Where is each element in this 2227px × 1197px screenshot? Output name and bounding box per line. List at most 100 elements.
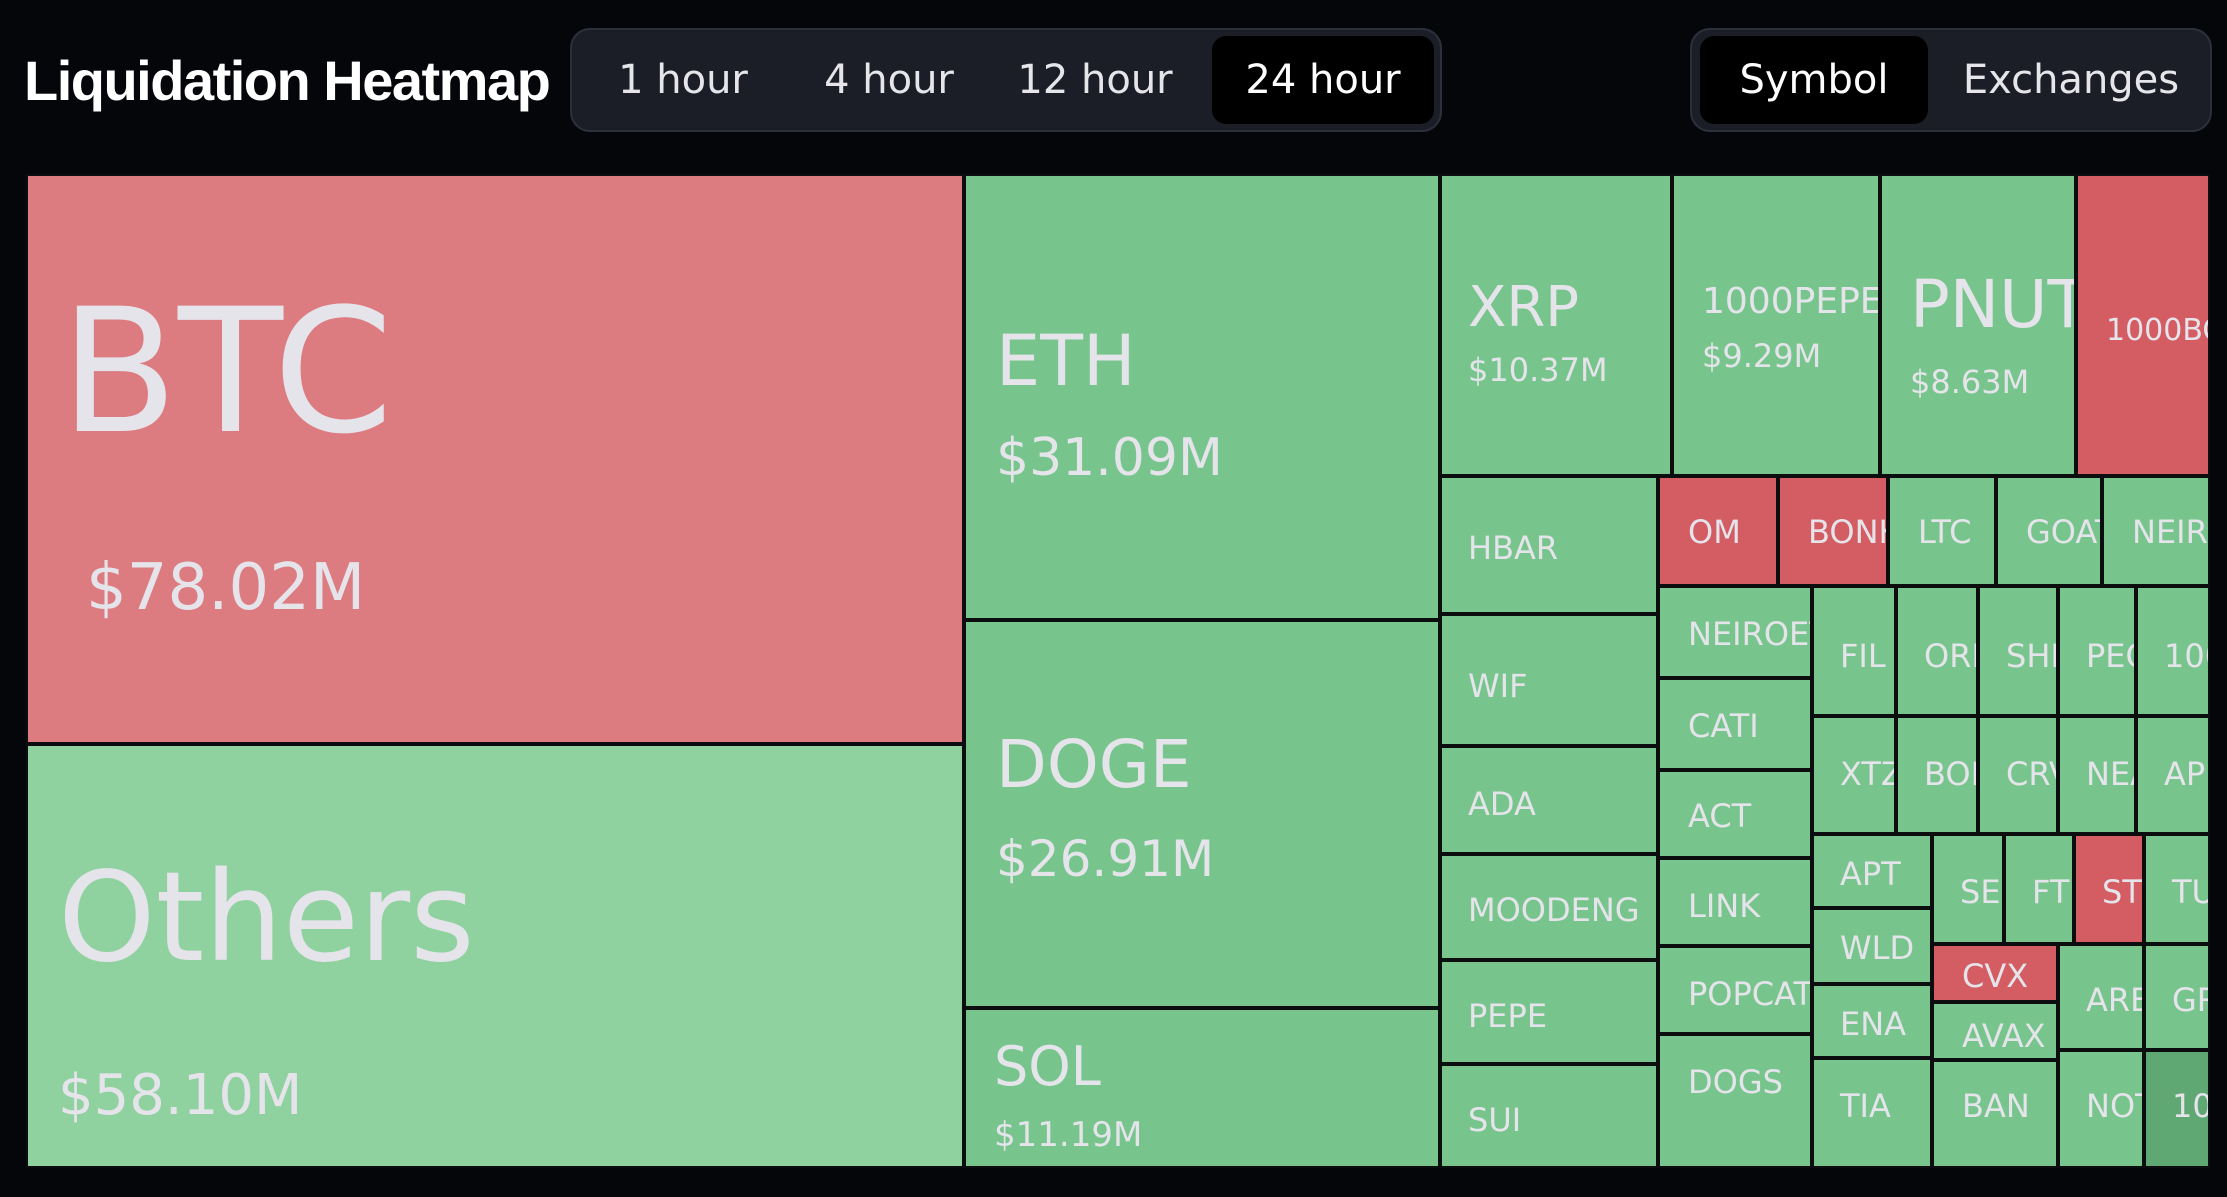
- tile-symbol: BOME: [1924, 755, 1976, 793]
- tile-symbol: APE: [2164, 755, 2208, 793]
- treemap-tile-ftm[interactable]: FTM: [2004, 834, 2074, 944]
- treemap-tile-pnut[interactable]: PNUT $8.63M: [1880, 174, 2076, 476]
- tile-symbol: SOL: [994, 1035, 1101, 1098]
- treemap-tile-not[interactable]: NOT: [2058, 1050, 2144, 1168]
- tile-symbol: CVX: [1962, 957, 2029, 995]
- page-title: Liquidation Heatmap: [24, 49, 551, 112]
- tile-symbol: NOT: [2086, 1087, 2142, 1125]
- treemap-tile-btc[interactable]: BTC $78.02M: [26, 174, 964, 744]
- tab-1-hour[interactable]: 1 hour: [618, 57, 748, 103]
- treemap-tile-cvx[interactable]: CVX: [1932, 944, 2058, 1002]
- treemap-tile-ena[interactable]: ENA: [1812, 984, 1932, 1058]
- treemap-tile-avax[interactable]: AVAX: [1932, 1002, 2058, 1060]
- tile-value: $58.10M: [58, 1063, 303, 1128]
- tile-symbol: DOGE: [996, 726, 1192, 803]
- tile-symbol: NEIRO: [2132, 513, 2208, 551]
- tile-symbol: APT: [1840, 855, 1901, 893]
- tile-symbol: OM: [1688, 513, 1741, 551]
- tile-symbol: BTC: [60, 271, 394, 472]
- tab-symbol[interactable]: Symbol: [1700, 36, 1928, 124]
- treemap-tile-apt[interactable]: APT: [1812, 834, 1932, 908]
- treemap-tile-crv[interactable]: CRV: [1978, 716, 2058, 834]
- treemap-tile-bonk[interactable]: BONK: [1778, 476, 1888, 586]
- treemap-tile-pepe[interactable]: PEPE: [1440, 960, 1658, 1064]
- treemap-tile-dogs[interactable]: DOGS: [1658, 1034, 1812, 1168]
- tile-value: $10.37M: [1468, 351, 1608, 389]
- treemap-tile-ada[interactable]: ADA: [1440, 746, 1658, 854]
- tab-12-hour[interactable]: 12 hour: [1017, 57, 1173, 103]
- tile-symbol: XTZ: [1840, 755, 1894, 793]
- treemap-tile-popcat[interactable]: POPCAT: [1658, 946, 1812, 1034]
- treemap-tile-cati[interactable]: CATI: [1658, 678, 1812, 770]
- tile-symbol: XRP: [1468, 275, 1580, 340]
- treemap-tile-sol[interactable]: SOL $11.19M: [964, 1008, 1440, 1168]
- treemap-tile-grass[interactable]: GRASS: [2144, 944, 2210, 1050]
- tile-symbol: 1000PEPE: [1702, 281, 1880, 322]
- tab-24-hour[interactable]: 24 hour: [1212, 36, 1434, 124]
- treemap-tile-eth[interactable]: ETH $31.09M: [964, 174, 1440, 620]
- treemap-tile-neiroeth[interactable]: NEIROETH: [1658, 586, 1812, 678]
- tile-symbol: ENA: [1840, 1005, 1907, 1043]
- treemap-tile-xrp[interactable]: XRP $10.37M: [1440, 174, 1672, 476]
- treemap-tile-1000[interactable]: 1000: [2136, 586, 2210, 716]
- tile-value: $11.19M: [994, 1115, 1143, 1155]
- tile-symbol: GRASS: [2172, 981, 2208, 1019]
- treemap-tile-people[interactable]: PEOPLE: [2058, 586, 2136, 716]
- tab-exchanges[interactable]: Exchanges: [1962, 57, 2180, 103]
- treemap-tile-near[interactable]: NEAR: [2058, 716, 2136, 834]
- tile-symbol: LTC: [1918, 513, 1972, 551]
- treemap-tile-sei[interactable]: SEI: [1932, 834, 2004, 944]
- tile-symbol: PEOPLE: [2086, 637, 2134, 675]
- tile-symbol: 1000: [2172, 1087, 2210, 1125]
- treemap-tile-ban[interactable]: BAN: [1932, 1060, 2058, 1168]
- tile-symbol: DOGS: [1688, 1063, 1783, 1101]
- treemap-tile-act[interactable]: ACT: [1658, 770, 1812, 858]
- treemap-tile-ltc[interactable]: LTC: [1888, 476, 1996, 586]
- tile-symbol: CATI: [1688, 707, 1759, 745]
- treemap-tile-goat[interactable]: GOAT: [1996, 476, 2102, 586]
- treemap-tile-sui[interactable]: SUI: [1440, 1064, 1658, 1168]
- tile-symbol: BAN: [1962, 1087, 2030, 1125]
- tile-value: $31.09M: [996, 428, 1223, 488]
- treemap-tile-om[interactable]: OM: [1658, 476, 1778, 586]
- tile-symbol: ARB: [2086, 981, 2142, 1019]
- treemap-tile-wld[interactable]: WLD: [1812, 908, 1932, 984]
- treemap-tile-moodeng[interactable]: MOODENG: [1440, 854, 1658, 960]
- treemap-tile-doge[interactable]: DOGE $26.91M: [964, 620, 1440, 1008]
- tile-symbol: SEI: [1960, 873, 2002, 911]
- tile-symbol: POPCAT: [1688, 975, 1812, 1013]
- treemap-tile-ape[interactable]: APE: [2136, 716, 2210, 834]
- tile-symbol: 1000: [2164, 637, 2208, 675]
- treemap-tile-shib[interactable]: SHIB: [1978, 586, 2058, 716]
- treemap-tile-ordi[interactable]: ORDI: [1896, 586, 1978, 716]
- tile-symbol: FIL: [1840, 637, 1886, 675]
- treemap-tile-wif[interactable]: WIF: [1440, 614, 1658, 746]
- treemap-tile-bome[interactable]: BOME: [1896, 716, 1978, 834]
- tile-symbol: ORDI: [1924, 637, 1976, 675]
- treemap-tile-neiro[interactable]: NEIRO: [2102, 476, 2210, 586]
- tile-symbol: 1000BONK: [2106, 313, 2208, 348]
- view-mode-selector: Symbol Exchanges: [1690, 28, 2212, 132]
- treemap-tile-xtz[interactable]: XTZ: [1812, 716, 1896, 834]
- tile-value: $78.02M: [86, 551, 366, 625]
- tile-symbol: GOAT: [2026, 513, 2100, 551]
- tile-symbol: WIF: [1468, 667, 1528, 705]
- treemap-tile-arb[interactable]: ARB: [2058, 944, 2144, 1050]
- treemap-tile-turbo[interactable]: TURBO: [2144, 834, 2210, 944]
- treemap-tile-tia[interactable]: TIA: [1812, 1058, 1932, 1168]
- tab-4-hour[interactable]: 4 hour: [824, 57, 954, 103]
- treemap-tile-hbar[interactable]: HBAR: [1440, 476, 1658, 614]
- tile-symbol: TURBO: [2172, 873, 2208, 911]
- treemap-tile-1000pepe[interactable]: 1000PEPE $9.29M: [1672, 174, 1880, 476]
- tile-value: $26.91M: [996, 830, 1215, 888]
- tile-value: $8.63M: [1910, 363, 2030, 401]
- treemap-tile-stx[interactable]: STX: [2074, 834, 2144, 944]
- treemap-tile-1000bonk[interactable]: 1000BONK: [2076, 174, 2210, 476]
- treemap-tile-link[interactable]: LINK: [1658, 858, 1812, 946]
- tile-symbol: NEIROETH: [1688, 615, 1810, 653]
- tile-symbol: TIA: [1840, 1087, 1891, 1125]
- treemap-tile-1000[interactable]: 1000: [2144, 1050, 2210, 1168]
- treemap-tile-fil[interactable]: FIL: [1812, 586, 1896, 716]
- tile-symbol: STX: [2102, 873, 2142, 911]
- treemap-tile-others[interactable]: Others $58.10M: [26, 744, 964, 1168]
